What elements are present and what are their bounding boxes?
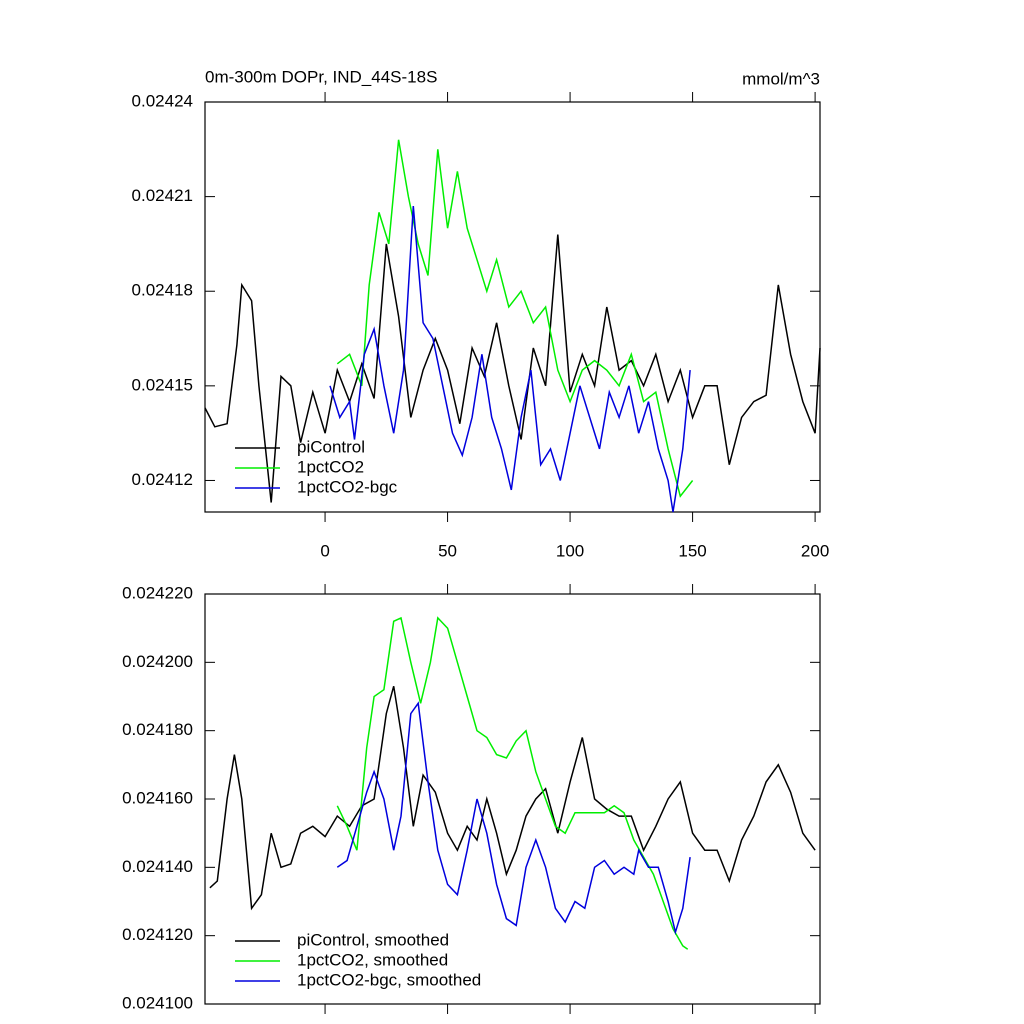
x-tick-label: 50: [438, 541, 457, 560]
chart-title: 0m-300m DOPr, IND_44S-18S: [205, 67, 437, 86]
series-line: [204, 234, 821, 503]
x-tick-label: 150: [678, 541, 706, 560]
y-tick-label: 0.024120: [122, 925, 193, 944]
series-line: [329, 206, 691, 513]
y-tick-label: 0.024160: [122, 788, 193, 807]
legend-label: piControl, smoothed: [297, 930, 449, 949]
series-line: [336, 139, 694, 498]
series-line: [336, 616, 689, 950]
units-label: mmol/m^3: [742, 69, 820, 88]
series-line: [209, 686, 816, 911]
y-tick-label: 0.02424: [132, 91, 193, 110]
x-tick-label: 0: [320, 541, 329, 560]
y-tick-label: 0.02412: [132, 470, 193, 489]
y-tick-label: 0.02415: [132, 375, 193, 394]
legend-label: piControl: [297, 437, 365, 456]
y-tick-label: 0.024200: [122, 652, 193, 671]
legend-label: 1pctCO2: [297, 457, 364, 476]
y-tick-label: 0.024180: [122, 720, 193, 739]
y-tick-label: 0.02421: [132, 186, 193, 205]
legend-label: 1pctCO2-bgc, smoothed: [297, 970, 481, 989]
series-line: [336, 701, 691, 936]
y-tick-label: 0.02418: [132, 281, 193, 300]
x-tick-label: 200: [801, 541, 829, 560]
plot-frame: [204, 101, 821, 513]
y-tick-label: 0.024100: [122, 993, 193, 1012]
legend-label: 1pctCO2, smoothed: [297, 950, 448, 969]
y-tick-label: 0.024140: [122, 857, 193, 876]
y-tick-label: 0.024220: [122, 583, 193, 602]
x-tick-label: 100: [556, 541, 584, 560]
legend-label: 1pctCO2-bgc: [297, 477, 398, 496]
